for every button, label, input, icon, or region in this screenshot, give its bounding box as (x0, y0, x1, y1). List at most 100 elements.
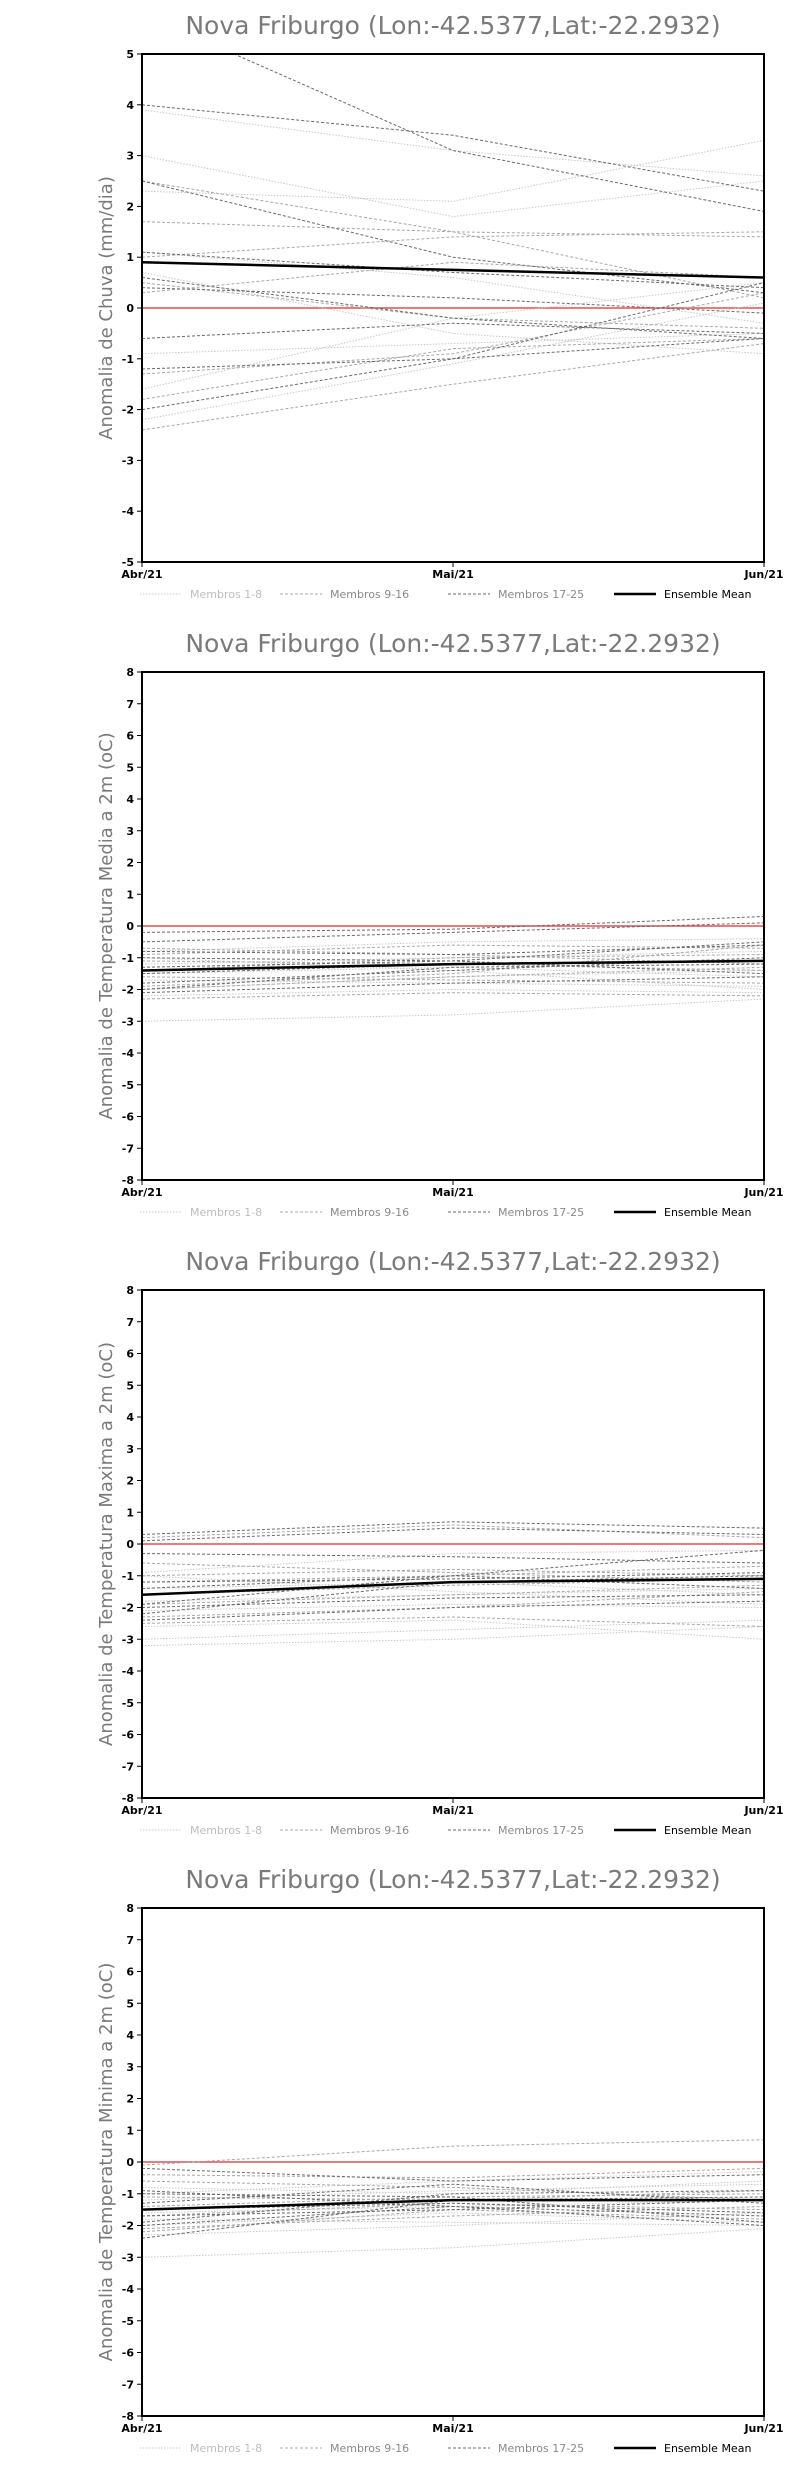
x-tick-label: Abr/21 (121, 1804, 162, 1817)
y-tick-label: -7 (122, 2378, 134, 2391)
plot-frame (141, 1289, 765, 1799)
x-tick-label: Mai/21 (432, 2422, 473, 2435)
y-tick-label: 6 (126, 730, 134, 743)
chart-svg: Nova Friburgo (Lon:-42.5377,Lat:-22.2932… (96, 1247, 784, 1837)
member-series-line (142, 2218, 764, 2226)
member-series-line (142, 998, 764, 1022)
chart-title: Nova Friburgo (Lon:-42.5377,Lat:-22.2932… (185, 629, 720, 658)
member-series-line (142, 1584, 764, 1605)
y-tick-label: -3 (122, 454, 134, 467)
y-tick-label: 3 (126, 2061, 134, 2074)
plot-frame (141, 671, 765, 1181)
y-tick-label: -2 (122, 404, 134, 417)
y-tick-label: 5 (126, 761, 134, 774)
member-series-line (142, 954, 764, 971)
legend-label: Membros 9-16 (330, 1206, 409, 1219)
ensemble-mean-line (142, 261, 764, 279)
member-series-line (142, 2202, 764, 2214)
legend-label: Membros 17-25 (498, 1206, 584, 1219)
ensemble-mean-line (142, 1577, 764, 1597)
y-axis-label: Anomalia de Temperatura Maxima a 2m (oC) (96, 1342, 117, 1746)
member-series-line (142, 231, 764, 258)
member-series-line (142, 2190, 764, 2223)
member-series-line (142, 2193, 764, 2223)
y-tick-label: 0 (126, 2156, 134, 2169)
chart-svg: Nova Friburgo (Lon:-42.5377,Lat:-22.2932… (96, 11, 784, 601)
x-tick-label: Jun/21 (743, 1186, 783, 1199)
y-tick-label: 3 (126, 825, 134, 838)
x-tick-label: Abr/21 (121, 2422, 162, 2435)
y-tick-label: 4 (126, 2029, 134, 2042)
y-tick-label: -8 (122, 1792, 134, 1805)
member-series-line (142, 251, 764, 324)
member-series-line (142, 2228, 764, 2258)
y-axis-label: Anomalia de Temperatura Media a 2m (oC) (96, 732, 117, 1119)
legend-label: Membros 1-8 (190, 2442, 262, 2455)
y-tick-label: 2 (126, 857, 134, 870)
y-tick-label: 1 (126, 1506, 134, 1519)
member-series-line (142, 287, 764, 314)
y-tick-label: 6 (126, 1966, 134, 1979)
y-tick-label: -2 (122, 2220, 134, 2233)
member-series-line (142, 1568, 764, 1577)
member-series-line (142, 922, 764, 943)
y-tick-label: 8 (126, 1902, 134, 1915)
y-tick-label: 7 (126, 698, 134, 711)
member-series-line (142, 2167, 764, 2182)
y-tick-label: -8 (122, 2410, 134, 2423)
y-tick-label: -2 (122, 984, 134, 997)
member-series-line (142, 104, 764, 192)
y-tick-label: 5 (126, 1379, 134, 1392)
chart-panel-4: Nova Friburgo (Lon:-42.5377,Lat:-22.2932… (0, 1854, 800, 2472)
y-tick-label: -1 (122, 353, 134, 366)
member-series-line (142, 322, 764, 339)
legend-label: Membros 1-8 (190, 1824, 262, 1837)
member-series-line (142, 109, 764, 177)
member-series-line (142, 2171, 764, 2195)
member-series-line (142, 2199, 764, 2217)
y-tick-label: 0 (126, 920, 134, 933)
y-tick-label: 2 (126, 2093, 134, 2106)
legend-label: Membros 17-25 (498, 1824, 584, 1837)
member-series-line (142, 332, 764, 355)
y-tick-label: 5 (126, 48, 134, 61)
member-series-line (142, 2183, 764, 2204)
x-tick-label: Mai/21 (432, 1804, 473, 1817)
y-tick-label: 7 (126, 1316, 134, 1329)
y-tick-label: 1 (126, 888, 134, 901)
member-series-line (142, 221, 764, 238)
legend-label: Ensemble Mean (664, 588, 751, 601)
chart-svg: Nova Friburgo (Lon:-42.5377,Lat:-22.2932… (96, 629, 784, 1219)
y-tick-label: -7 (122, 1760, 134, 1773)
y-tick-label: 1 (126, 2124, 134, 2137)
member-series-line (142, 251, 764, 289)
member-series-line (142, 992, 764, 1000)
y-tick-label: -5 (122, 1697, 134, 1710)
member-series-line (142, 180, 764, 299)
y-tick-label: 4 (126, 1411, 134, 1424)
member-series-line (142, 2196, 764, 2239)
y-tick-label: 8 (126, 666, 134, 679)
member-series-line (142, 302, 764, 421)
member-series-line (142, 282, 764, 411)
y-tick-label: 7 (126, 1934, 134, 1947)
member-series-line (142, 1578, 764, 1596)
legend-label: Membros 1-8 (190, 1206, 262, 1219)
member-series-line (142, 277, 764, 339)
member-series-line (142, 963, 764, 990)
member-series-line (142, 1572, 764, 1583)
y-tick-label: -1 (122, 952, 134, 965)
member-series-line (142, 271, 764, 355)
member-series-line (142, 1619, 764, 1640)
member-series-line (142, 1600, 764, 1621)
y-tick-label: 4 (126, 793, 134, 806)
member-series-line (142, 1581, 764, 1596)
y-tick-label: 1 (126, 251, 134, 264)
member-series-line (142, 1521, 764, 1535)
member-series-line (142, 261, 764, 294)
plot-frame (141, 53, 765, 563)
member-series-line (142, 337, 764, 400)
y-tick-label: -5 (122, 556, 134, 569)
legend-label: Membros 9-16 (330, 588, 409, 601)
chart-svg: Nova Friburgo (Lon:-42.5377,Lat:-22.2932… (96, 1865, 784, 2455)
